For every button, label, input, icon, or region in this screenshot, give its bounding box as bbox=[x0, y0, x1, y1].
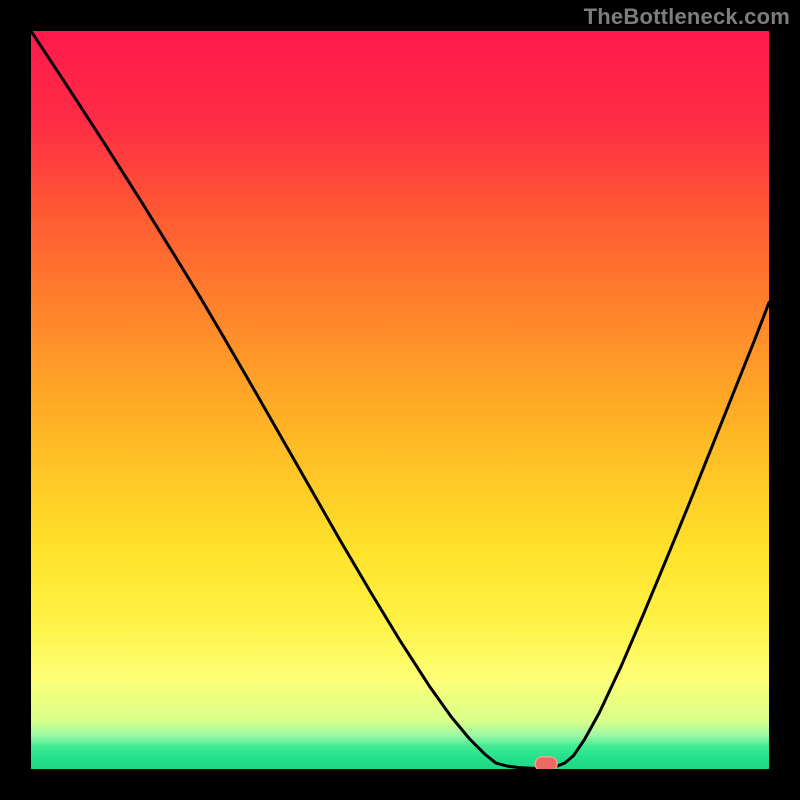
optimal-point-marker bbox=[535, 757, 557, 769]
plot-svg bbox=[31, 31, 769, 769]
gradient-background bbox=[31, 31, 769, 769]
plot-area bbox=[31, 31, 769, 769]
watermark-text: TheBottleneck.com bbox=[584, 4, 790, 30]
chart-frame: TheBottleneck.com bbox=[0, 0, 800, 800]
